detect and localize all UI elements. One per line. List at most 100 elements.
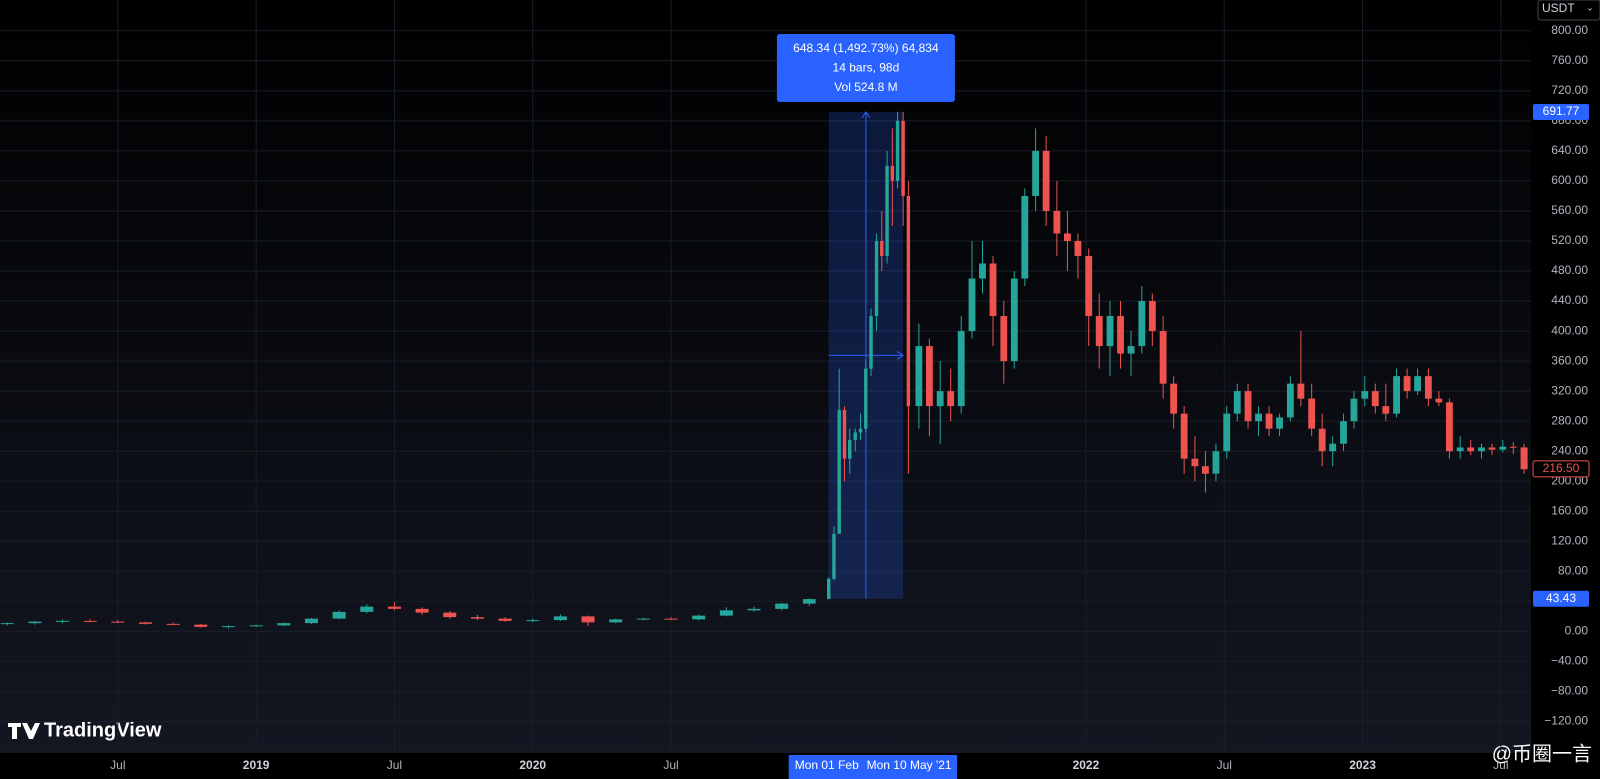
candle-body xyxy=(842,409,847,459)
candle-body xyxy=(1085,256,1093,317)
candle-body xyxy=(1329,443,1337,452)
candle-body xyxy=(470,617,484,619)
candle-body xyxy=(826,578,831,600)
measure-tooltip-line: 648.34 (1,492.73%) 64,834 xyxy=(793,41,939,55)
candle-body xyxy=(1424,376,1432,399)
measure-start-date: Mon 01 Feb xyxy=(795,758,859,772)
candle-body xyxy=(747,608,761,611)
candle-body xyxy=(221,626,235,628)
y-tick-label: 120.00 xyxy=(1551,533,1588,547)
candle-body xyxy=(1138,301,1146,347)
measure-date-range xyxy=(788,755,958,779)
candle-body xyxy=(979,263,986,279)
y-tick-label: 480.00 xyxy=(1551,263,1588,277)
y-tick-label: 320.00 xyxy=(1551,383,1588,397)
candle-body xyxy=(864,368,868,429)
candle-body xyxy=(885,165,889,257)
candle-body xyxy=(1053,210,1061,234)
candle-body xyxy=(166,623,180,625)
candle-body xyxy=(957,331,965,407)
measure-from-label: 43.43 xyxy=(1546,591,1576,605)
candle-body xyxy=(1361,391,1369,399)
candle-body xyxy=(901,120,905,196)
candle-body xyxy=(1148,301,1156,332)
candle-body xyxy=(1170,383,1178,414)
measure-tool xyxy=(828,111,905,599)
candle-body xyxy=(1127,346,1135,354)
candle-body xyxy=(1414,376,1422,392)
y-tick-label: −40.00 xyxy=(1551,654,1588,668)
candle-body xyxy=(1286,383,1294,418)
x-tick-label: Jul xyxy=(663,758,678,772)
candle-body xyxy=(853,432,857,440)
grid xyxy=(0,0,1531,753)
logo: TradingView xyxy=(8,719,162,741)
candle-body xyxy=(636,618,650,620)
candle-body xyxy=(443,612,457,618)
x-tick-label: Jul xyxy=(110,758,125,772)
candle-body xyxy=(848,439,852,459)
candle-body xyxy=(1393,376,1400,414)
candle-body xyxy=(194,624,208,627)
candle-body xyxy=(1159,331,1167,384)
candle-body xyxy=(581,616,595,623)
price-axis xyxy=(1531,0,1600,779)
y-tick-label: 400.00 xyxy=(1551,323,1588,337)
candle-body xyxy=(1435,398,1443,403)
candle-body xyxy=(1212,451,1220,474)
candle-body xyxy=(1403,376,1411,392)
candle-body xyxy=(832,533,836,579)
candle-body xyxy=(1202,466,1209,474)
candle-body xyxy=(498,618,512,621)
x-tick-label: Jul xyxy=(387,758,402,772)
measure-tooltip xyxy=(776,34,955,103)
candles xyxy=(0,111,1528,629)
candle-body xyxy=(553,616,567,621)
y-tick-label: 440.00 xyxy=(1551,293,1588,307)
candle-body xyxy=(1233,391,1241,414)
candle-body xyxy=(277,623,291,626)
last-price-label-bg xyxy=(1532,460,1590,478)
candle-body xyxy=(915,346,923,407)
candle-body xyxy=(28,621,42,624)
candle-body xyxy=(869,316,873,369)
candle-body xyxy=(895,120,900,181)
candle-body xyxy=(719,610,733,616)
y-tick-label: −120.00 xyxy=(1544,714,1588,728)
x-tick-label: Jul xyxy=(1493,758,1508,772)
currency-button[interactable] xyxy=(1537,0,1600,21)
candle-body xyxy=(775,603,789,609)
y-tick-label: 0.00 xyxy=(1565,624,1589,638)
y-tick-label: 760.00 xyxy=(1551,53,1588,67)
candle-body xyxy=(837,409,841,534)
candle-body xyxy=(0,623,14,625)
y-tick-label: 800.00 xyxy=(1551,23,1588,37)
candle-body xyxy=(858,428,863,433)
candle-body xyxy=(1499,446,1507,450)
candle-body xyxy=(1063,233,1071,241)
y-tick-label: 360.00 xyxy=(1551,353,1588,367)
measure-to-label-bg xyxy=(1533,104,1589,121)
y-tick-label: 640.00 xyxy=(1551,143,1588,157)
candle-body xyxy=(1265,413,1273,429)
credit: @币圈一言 xyxy=(1492,742,1592,765)
candle-body xyxy=(138,622,152,624)
x-tick-label: 2022 xyxy=(1073,758,1100,772)
candle-body xyxy=(1106,316,1114,347)
candle-body xyxy=(1297,383,1305,399)
candle-body xyxy=(664,618,678,620)
candle-body xyxy=(1478,447,1485,452)
candle-body xyxy=(1010,278,1018,362)
candle-body xyxy=(1255,413,1262,422)
measure-tooltip-line: Vol 524.8 M xyxy=(834,80,897,94)
candle-body xyxy=(1244,391,1252,422)
candle-body xyxy=(880,240,884,257)
candle-body xyxy=(1276,417,1283,429)
candle-body xyxy=(1032,150,1040,196)
candle-body xyxy=(1382,406,1390,414)
candle-body xyxy=(360,606,374,612)
candle-body xyxy=(1191,458,1199,467)
y-tick-label: −80.00 xyxy=(1551,684,1588,698)
candle-body xyxy=(906,195,911,407)
x-tick-label: 2023 xyxy=(1349,758,1376,772)
